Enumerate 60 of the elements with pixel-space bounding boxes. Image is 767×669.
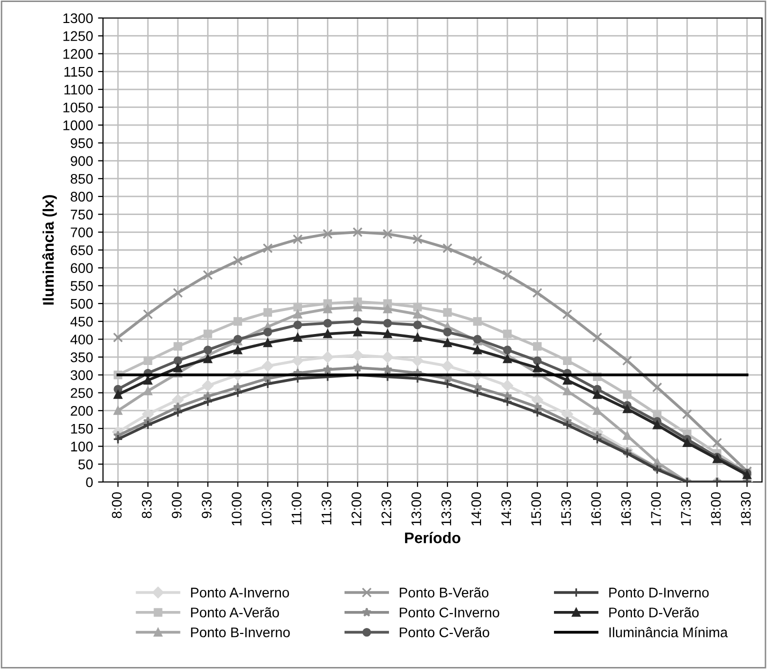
y-tick-label: 750	[70, 210, 93, 220]
y-tick-label: 0	[86, 477, 93, 488]
x-tick-label: 11:30	[322, 492, 332, 524]
y-axis-title: Iluminância (lx)	[42, 195, 57, 305]
legend-label: Ponto B-Verão	[400, 587, 488, 598]
x-tick-label: 16:00	[591, 492, 601, 526]
x-tick-label: 8:30	[142, 492, 152, 518]
y-tick-label: 1250	[63, 31, 93, 42]
legend-label: Ponto C-Inverno	[400, 608, 500, 618]
x-tick-label: 15:00	[531, 492, 542, 526]
y-tick-label: 450	[70, 316, 93, 327]
x-tick-label: 18:30	[740, 492, 751, 526]
x-tick-label: 9:30	[202, 492, 212, 518]
x-tick-label: 17:00	[651, 492, 661, 526]
legend-label: Ponto B-Inverno	[191, 628, 290, 638]
y-tick-label: 350	[70, 352, 93, 362]
legend-label: Ponto A-Inverno	[191, 588, 290, 598]
x-tick-label: 17:30	[681, 492, 691, 526]
legend-label: Ponto C-Verão	[400, 627, 490, 638]
y-tick-label: 200	[70, 406, 93, 416]
y-tick-label: 400	[70, 334, 93, 344]
y-tick-label: 1300	[63, 13, 93, 24]
y-tick-label: 150	[71, 424, 93, 434]
x-tick-label: 16:30	[621, 492, 631, 526]
y-tick-label: 550	[70, 281, 93, 291]
y-tick-label: 1100	[64, 84, 93, 95]
x-tick-label: 14:30	[501, 492, 512, 526]
y-tick-label: 1000	[63, 120, 93, 130]
x-tick-label: 9:00	[172, 492, 182, 518]
x-tick-label: 14:00	[471, 492, 482, 526]
x-tick-label: 15:30	[561, 492, 572, 526]
x-tick-label: 13:00	[411, 492, 422, 526]
x-axis-title: Período	[405, 532, 460, 544]
x-tick-label: 12:30	[381, 492, 392, 526]
y-tick-label: 50	[78, 459, 93, 470]
x-tick-label: 10:30	[262, 492, 272, 526]
y-tick-label: 300	[70, 370, 93, 380]
y-tick-label: 500	[70, 298, 93, 309]
legend-label: Ponto A-Verão	[191, 607, 279, 618]
y-tick-label: 800	[70, 192, 93, 202]
y-tick-label: 1050	[63, 102, 93, 112]
y-tick-label: 650	[70, 245, 93, 256]
legend-label: Ponto D-Inverno	[609, 588, 709, 598]
y-tick-label: 700	[70, 227, 93, 238]
y-tick-label: 900	[70, 156, 93, 166]
y-tick-label: 1150	[64, 66, 93, 77]
x-tick-label: 11:00	[292, 492, 302, 524]
x-tick-label: 10:00	[232, 492, 242, 526]
x-tick-label: 12:00	[352, 492, 362, 526]
y-tick-label: 250	[70, 388, 93, 398]
y-tick-label: 100	[71, 442, 93, 452]
legend-label: Iluminância Mínima	[609, 626, 728, 638]
x-tick-label: 8:00	[112, 492, 122, 518]
y-tick-label: 600	[70, 263, 93, 274]
legend-label: Ponto D-Verão	[609, 607, 699, 618]
y-tick-label: 950	[70, 138, 93, 148]
y-tick-label: 1200	[63, 49, 93, 59]
y-tick-label: 850	[70, 174, 93, 184]
x-tick-label: 13:30	[441, 492, 452, 526]
x-tick-label: 18:00	[710, 492, 721, 526]
